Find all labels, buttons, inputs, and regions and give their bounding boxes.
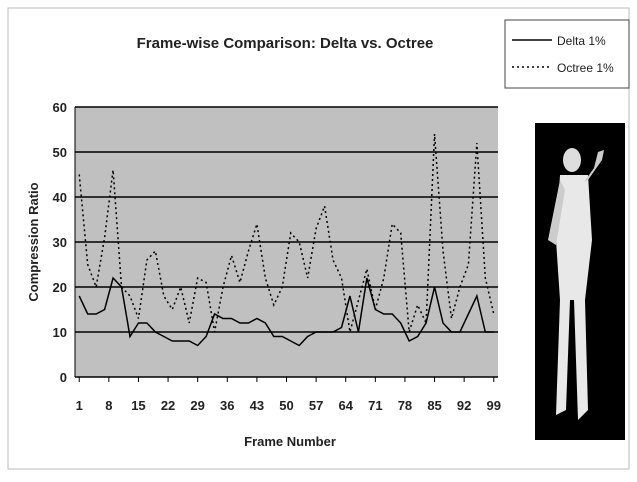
x-tick-label: 1 — [76, 398, 83, 413]
x-tick-label: 43 — [250, 398, 264, 413]
x-tick-label: 92 — [457, 398, 471, 413]
x-tick-label: 15 — [131, 398, 145, 413]
y-tick-label: 20 — [53, 280, 67, 295]
x-tick-label: 78 — [398, 398, 412, 413]
y-tick-label: 10 — [53, 325, 67, 340]
y-tick-label: 0 — [60, 370, 67, 385]
series-line — [78, 276, 494, 347]
y-tick-label: 30 — [53, 235, 67, 250]
x-tick-label: 29 — [190, 398, 204, 413]
x-tick-label: 57 — [309, 398, 323, 413]
x-tick-label: 22 — [161, 398, 175, 413]
figure-image — [535, 123, 625, 440]
legend-label: Octree 1% — [557, 61, 614, 75]
y-tick-label: 50 — [53, 145, 67, 160]
y-tick-label: 60 — [53, 100, 67, 115]
chart-title: Frame-wise Comparison: Delta vs. Octree — [137, 35, 434, 52]
x-tick-label: 99 — [487, 398, 501, 413]
x-tick-label: 50 — [279, 398, 293, 413]
x-tick-label: 71 — [368, 398, 382, 413]
x-tick-label: 64 — [338, 398, 353, 413]
legend-label: Delta 1% — [557, 34, 606, 48]
legend-box — [504, 19, 630, 89]
x-tick-label: 8 — [105, 398, 112, 413]
x-axis-label: Frame Number — [244, 434, 336, 449]
x-tick-label: 85 — [427, 398, 441, 413]
x-tick-label: 36 — [220, 398, 234, 413]
y-axis-label: Compression Ratio — [26, 182, 41, 301]
y-tick-label: 40 — [53, 190, 67, 205]
